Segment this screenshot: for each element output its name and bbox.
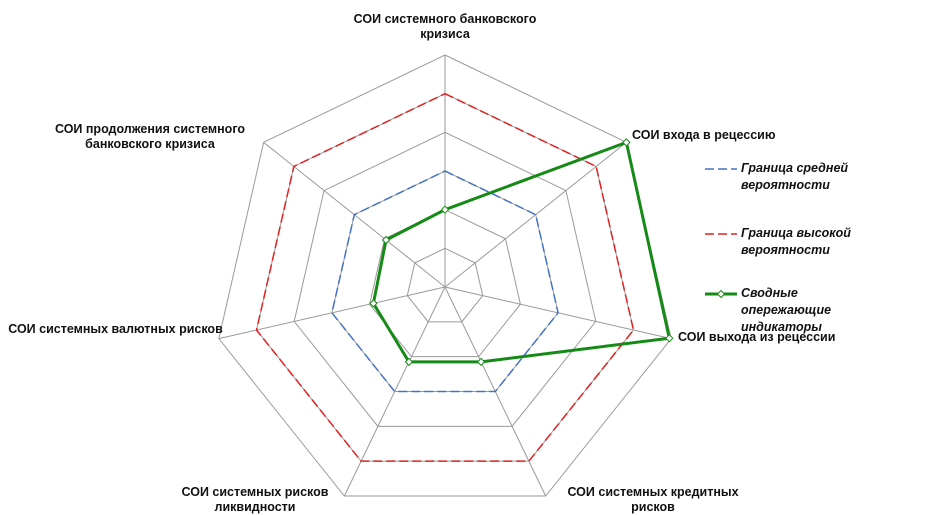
marker bbox=[369, 299, 378, 308]
legend-label: Сводные опережающие индикаторы bbox=[741, 286, 832, 334]
spoke bbox=[218, 286, 446, 340]
marker bbox=[440, 205, 450, 214]
spoke bbox=[444, 141, 627, 288]
legend-marker bbox=[716, 289, 726, 299]
legend-label: Граница средней вероятности bbox=[741, 161, 849, 192]
axis-label: СОИ выхода из рецессии bbox=[678, 330, 836, 344]
axis-label: СОИ системных валютных рисков bbox=[8, 322, 223, 336]
axis-label: СОИ системного банковского кризиса bbox=[353, 12, 537, 41]
axis-label: СОИ продолжения системного банковского к… bbox=[54, 122, 245, 151]
axis-label: СОИ системных кредитных рисков bbox=[567, 485, 739, 514]
grid-ring bbox=[406, 247, 484, 323]
legend-label: Граница высокой вероятности bbox=[741, 226, 851, 257]
grid-ring bbox=[369, 209, 521, 358]
series-line bbox=[255, 92, 635, 462]
marker bbox=[476, 357, 486, 367]
grid-ring bbox=[293, 131, 597, 427]
marker bbox=[404, 357, 414, 367]
axis-label: СОИ системных рисков ликвидности bbox=[181, 485, 329, 514]
marker bbox=[622, 138, 631, 147]
series-line bbox=[371, 140, 672, 364]
axis-label: СОИ входа в рецессию bbox=[632, 128, 776, 142]
marker bbox=[665, 333, 674, 343]
marker bbox=[381, 235, 391, 245]
series-line bbox=[331, 170, 559, 393]
